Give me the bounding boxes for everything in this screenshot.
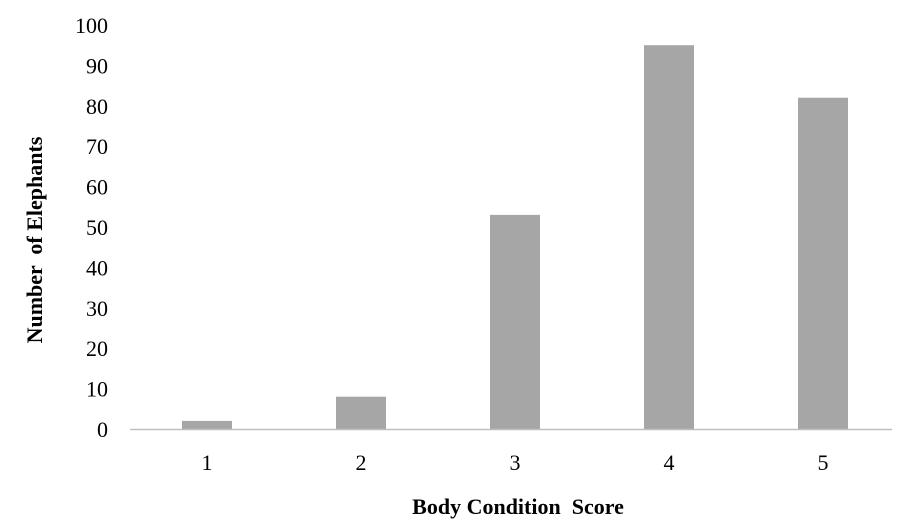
x-tick-label: 3 (510, 450, 521, 475)
x-tick-label: 1 (202, 450, 213, 475)
x-axis-title: Body Condition Score (412, 494, 624, 519)
bar-4 (644, 45, 694, 429)
y-tick-label: 90 (86, 53, 108, 78)
bar-3 (490, 214, 540, 429)
y-tick-label: 60 (86, 175, 108, 200)
y-tick-label: 40 (86, 255, 108, 280)
y-tick-label: 30 (86, 296, 108, 321)
y-axis-ticks: 0 10 20 30 40 50 60 70 80 90 100 (75, 13, 108, 442)
y-tick-label: 10 (86, 377, 108, 402)
x-tick-label: 4 (664, 450, 675, 475)
y-tick-label: 0 (97, 417, 108, 442)
y-tick-label: 100 (75, 13, 108, 38)
y-tick-label: 80 (86, 94, 108, 119)
x-tick-label: 5 (818, 450, 829, 475)
y-tick-label: 20 (86, 336, 108, 361)
bars (182, 45, 848, 429)
y-tick-label: 50 (86, 215, 108, 240)
x-tick-label: 2 (356, 450, 367, 475)
x-axis-ticks: 1 2 3 4 5 (202, 450, 829, 475)
y-tick-label: 70 (86, 134, 108, 159)
y-axis-title: Number of Elephants (22, 136, 47, 343)
bar-1 (182, 420, 232, 429)
bar-2 (336, 396, 386, 429)
bar-5 (798, 97, 848, 429)
